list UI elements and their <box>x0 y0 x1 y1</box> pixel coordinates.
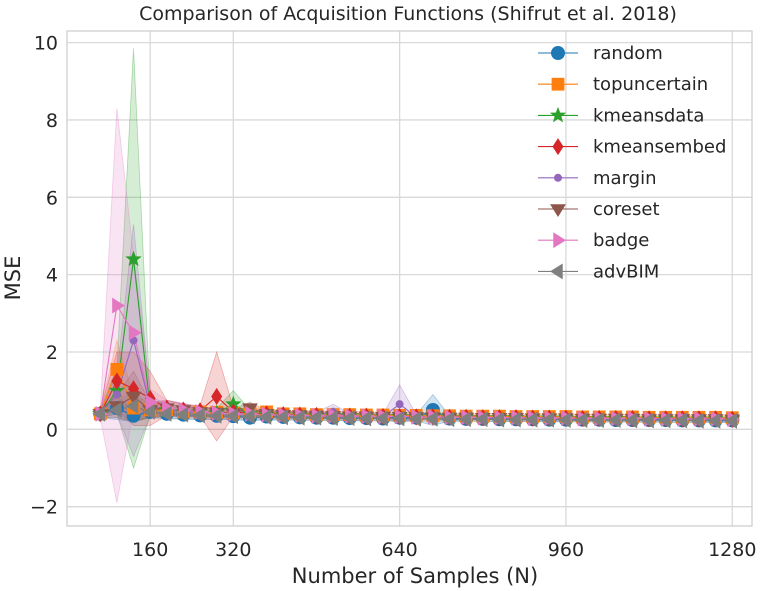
advbim-point <box>225 408 239 425</box>
legend-item-badge: badge <box>538 230 649 251</box>
legend-label: kmeansdata <box>593 105 704 126</box>
legend-label: kmeansembed <box>593 137 726 158</box>
advbim-point <box>358 410 372 427</box>
advbim-point <box>308 409 322 426</box>
series-markers <box>92 250 741 429</box>
badge-point <box>112 297 125 314</box>
advbim-point <box>624 412 638 429</box>
legend-item-advbim: advBIM <box>538 261 659 282</box>
legend-item-kmeansembed: kmeansembed <box>538 137 726 158</box>
legend-marker <box>551 77 565 91</box>
advbim-point <box>108 402 122 418</box>
margin-point <box>112 390 121 399</box>
advbim-point <box>424 410 438 427</box>
y-tick-label: 6 <box>46 187 58 209</box>
x-axis-title: Number of Samples (N) <box>292 564 538 588</box>
x-tick-label: 640 <box>381 539 417 561</box>
legend-item-kmeansdata: kmeansdata <box>538 105 704 126</box>
legend-item-topuncertain: topuncertain <box>538 74 708 95</box>
x-tick-label: 1280 <box>708 539 756 561</box>
advbim-point <box>524 411 538 428</box>
advbim-point <box>92 405 105 422</box>
legend-marker <box>550 263 563 280</box>
y-tick-label: 8 <box>46 110 58 132</box>
advbim-point <box>375 410 388 427</box>
legend-label: margin <box>593 168 656 189</box>
legend-marker <box>554 173 563 182</box>
advbim-point <box>441 411 455 428</box>
advbim-point <box>591 412 604 428</box>
advbim-point <box>541 411 555 428</box>
advbim-point <box>275 409 288 426</box>
legend-marker <box>550 204 566 217</box>
y-tick-label: 4 <box>46 265 58 287</box>
x-tick-label: 960 <box>548 539 584 561</box>
advbim-point <box>291 409 305 426</box>
margin-point <box>395 400 404 409</box>
advbim-point <box>557 412 571 428</box>
advbim-point <box>408 410 421 427</box>
advbim-point <box>142 403 155 420</box>
legend-label: random <box>593 43 663 64</box>
kmeansembed-point <box>211 387 223 405</box>
advbim-point <box>674 412 688 429</box>
advbim-point <box>125 398 139 415</box>
advbim-point <box>258 409 272 425</box>
badge-point <box>128 324 142 341</box>
legend: random topuncertain kmeansdata kmeansembed m… <box>538 43 726 282</box>
y-tick-label: 2 <box>46 342 58 364</box>
advbim-point <box>691 412 704 429</box>
advbim-point <box>158 405 172 422</box>
advbim-point <box>341 410 355 427</box>
legend-marker <box>549 106 567 123</box>
legend-label: badge <box>593 230 649 251</box>
advbim-point <box>474 411 488 428</box>
legend-label: coreset <box>593 199 660 220</box>
x-axis: 160 320 640 960 1280 <box>132 539 756 561</box>
legend-marker <box>551 46 566 61</box>
legend-item-margin: margin <box>538 168 656 189</box>
y-tick-label: 10 <box>34 33 58 55</box>
coreset-point <box>125 391 142 405</box>
advbim-point <box>325 410 338 427</box>
chart-title: Comparison of Acquisition Functions (Shi… <box>139 3 677 25</box>
y-axis-title: MSE <box>1 256 25 301</box>
advbim-point <box>607 412 621 428</box>
advbim-point <box>491 411 505 428</box>
advbim-point <box>508 411 521 428</box>
legend-item-coreset: coreset <box>538 199 660 220</box>
advbim-point <box>724 412 737 429</box>
legend-marker <box>553 232 566 249</box>
advbim-point <box>657 412 671 429</box>
advbim-point <box>208 407 222 424</box>
grid <box>67 31 752 526</box>
advbim-point <box>707 412 721 429</box>
kmeansdata-point <box>125 250 142 267</box>
advbim-point <box>458 411 471 428</box>
advbim-point <box>391 410 405 427</box>
badge-point <box>145 394 159 411</box>
plot-area-frame <box>66 30 753 527</box>
x-tick-label: 320 <box>215 539 251 561</box>
legend-label: advBIM <box>593 261 659 282</box>
advbim-point <box>574 412 588 428</box>
advbim-point <box>241 408 255 425</box>
advbim-point <box>175 406 189 423</box>
advbim-points <box>92 398 737 429</box>
advbim-point <box>192 407 205 424</box>
y-tick-label: −2 <box>30 497 58 519</box>
legend-item-random: random <box>538 43 663 64</box>
legend-label: topuncertain <box>593 74 708 95</box>
kmeansembed-point <box>111 372 123 390</box>
y-axis: −2 0 2 4 6 8 10 <box>30 33 58 519</box>
advbim-point <box>641 412 654 429</box>
y-tick-label: 0 <box>46 419 58 441</box>
legend-marker <box>552 138 564 156</box>
x-tick-label: 160 <box>132 539 168 561</box>
